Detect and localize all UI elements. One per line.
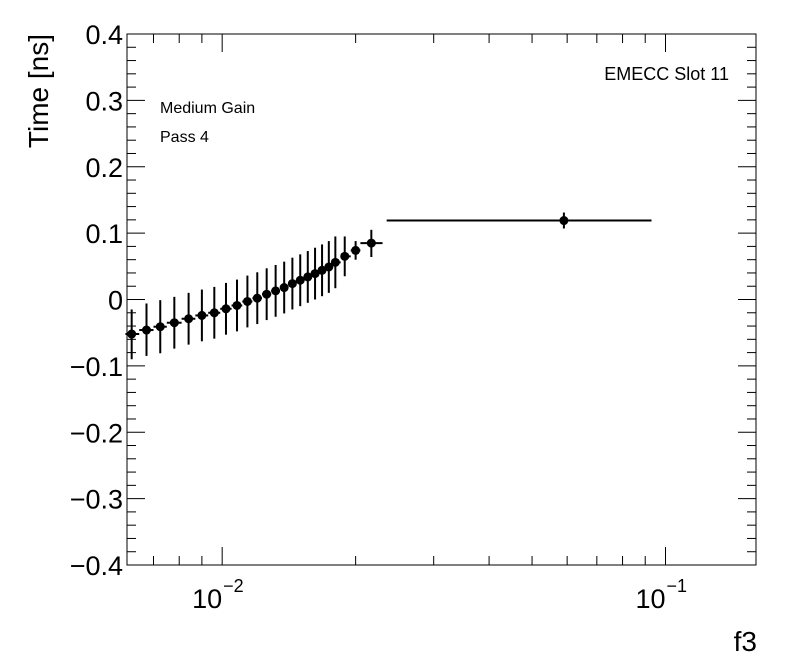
y-tick-label: −0.3 xyxy=(70,485,123,515)
data-point-group xyxy=(153,300,167,354)
data-point-group xyxy=(125,309,140,360)
data-point-group xyxy=(139,303,154,356)
data-point-group xyxy=(231,279,243,332)
data-point xyxy=(317,265,327,275)
data-point-group xyxy=(295,254,305,307)
data-point-group xyxy=(166,296,182,349)
annotation-slot: EMECC Slot 11 xyxy=(604,64,729,84)
data-point xyxy=(271,286,281,296)
data-point-group xyxy=(317,244,327,297)
x-tick-label-exponent: −2 xyxy=(223,576,244,596)
data-point xyxy=(141,325,151,335)
y-tick-label: −0.1 xyxy=(70,352,123,382)
data-point xyxy=(242,296,252,306)
data-point-group xyxy=(181,292,196,345)
y-tick-label: 0.4 xyxy=(85,20,123,50)
data-point xyxy=(184,314,194,324)
x-axis-tick-labels: 10 −2 10 −1 xyxy=(192,576,687,614)
data-point xyxy=(559,216,569,226)
data-point xyxy=(303,272,313,282)
x-axis-ticks xyxy=(152,34,667,565)
data-point xyxy=(330,257,340,267)
data-point xyxy=(169,318,179,328)
data-point-group xyxy=(262,268,272,321)
data-point xyxy=(366,238,376,248)
y-tick-label: 0.3 xyxy=(85,86,123,116)
data-point-group xyxy=(287,257,297,310)
y-tick-label: −0.4 xyxy=(70,551,123,581)
data-point xyxy=(324,262,334,272)
data-point-group xyxy=(279,261,289,314)
y-tick-label: 0 xyxy=(108,286,123,316)
data-point-group xyxy=(303,251,313,303)
data-point-group xyxy=(242,275,253,328)
y-tick-label: −0.2 xyxy=(70,418,123,448)
annotation-gain: Medium Gain xyxy=(160,100,255,117)
data-point xyxy=(279,283,289,293)
data-point xyxy=(127,329,137,339)
y-tick-label: 0.2 xyxy=(85,153,123,183)
data-point xyxy=(252,293,262,303)
x-tick-label-exponent: −1 xyxy=(667,576,688,596)
data-point xyxy=(262,289,272,299)
data-point xyxy=(155,322,165,332)
data-point-group xyxy=(386,212,652,229)
data-point xyxy=(221,304,231,314)
data-point-group xyxy=(340,236,351,277)
x-tick-label-base: 10 xyxy=(636,584,666,614)
data-point-group xyxy=(310,247,320,300)
data-point-group xyxy=(208,286,221,339)
annotation-pass: Pass 4 xyxy=(160,129,209,146)
data-point xyxy=(232,300,242,310)
x-tick-label: 10 −1 xyxy=(636,576,688,614)
data-point-group xyxy=(360,229,383,258)
y-axis-tick-labels: −0.4 −0.3 −0.2 −0.1 0 0.1 0.2 0.3 0.4 xyxy=(70,20,123,581)
data-point-group xyxy=(271,264,281,317)
data-point xyxy=(197,310,207,320)
data-point-group xyxy=(350,241,361,260)
data-point xyxy=(295,275,305,285)
data-point xyxy=(287,279,297,289)
y-tick-label: 0.1 xyxy=(85,219,123,249)
x-axis-title: f3 xyxy=(734,626,757,657)
data-point-group xyxy=(330,236,341,289)
data-point-group xyxy=(220,282,232,335)
data-point xyxy=(209,308,219,318)
x-tick-label-base: 10 xyxy=(192,584,222,614)
data-point-group xyxy=(195,289,209,342)
data-series xyxy=(125,212,652,360)
data-point xyxy=(310,269,320,279)
y-axis-title: Time [ns] xyxy=(23,34,54,148)
data-point-group xyxy=(324,241,334,293)
data-point xyxy=(351,245,361,255)
x-tick-label: 10 −2 xyxy=(192,576,244,614)
data-point-group xyxy=(252,272,263,325)
data-point xyxy=(340,251,350,261)
